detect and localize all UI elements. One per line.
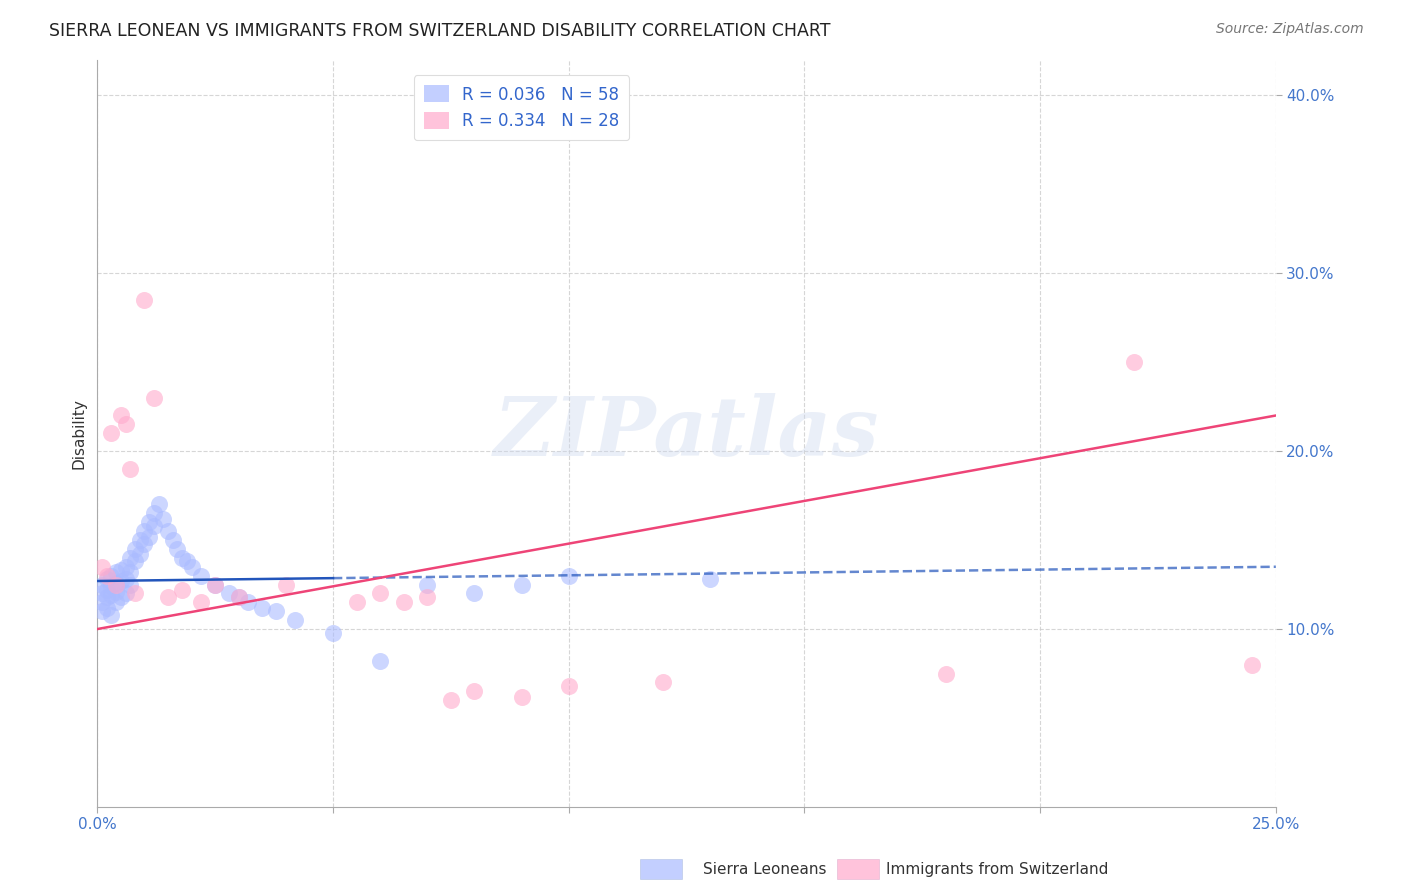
Point (346, 595, 368, 609)
Point (100, 426, 122, 441)
Point (699, 572, 721, 586)
Point (204, 577, 226, 591)
Point (138, 529, 160, 543)
Point (114, 586, 136, 600)
Point (148, 498, 170, 512)
Point (100, 568, 122, 582)
Point (134, 536, 156, 550)
Point (274, 577, 297, 591)
Point (368, 654, 391, 668)
Point (190, 595, 212, 609)
Point (114, 572, 136, 586)
Point (114, 559, 136, 574)
Point (368, 586, 391, 600)
Point (91, 595, 114, 609)
Point (96, 582, 118, 597)
Point (416, 577, 439, 591)
Point (416, 590, 439, 604)
Point (172, 582, 194, 597)
Text: Sierra Leoneans: Sierra Leoneans (703, 863, 827, 877)
Point (110, 590, 132, 604)
Point (96, 568, 118, 582)
Point (1123, 355, 1146, 369)
Point (105, 575, 128, 590)
Text: Source: ZipAtlas.com: Source: ZipAtlas.com (1216, 22, 1364, 37)
Point (157, 524, 180, 538)
Point (142, 391, 165, 405)
Point (105, 565, 128, 579)
Point (105, 595, 128, 609)
Point (124, 541, 146, 556)
Point (120, 577, 142, 591)
Point (120, 550, 142, 565)
Point (96, 572, 118, 586)
Point (172, 550, 194, 565)
Point (96, 590, 118, 604)
Point (510, 690, 533, 704)
Point (105, 577, 128, 591)
Text: Immigrants from Switzerland: Immigrants from Switzerland (886, 863, 1108, 877)
Point (91, 604, 114, 618)
Point (204, 577, 226, 591)
Point (228, 590, 250, 604)
Point (91, 577, 114, 591)
Point (152, 512, 174, 526)
Point (266, 604, 288, 618)
Point (128, 533, 150, 547)
Point (558, 679, 581, 693)
Point (114, 417, 136, 432)
Point (322, 625, 344, 640)
Point (91, 586, 114, 600)
Point (142, 507, 165, 521)
Point (120, 462, 142, 476)
Point (190, 568, 212, 582)
Point (510, 577, 533, 591)
Point (157, 590, 180, 604)
Point (252, 600, 274, 615)
Point (176, 554, 198, 568)
Point (392, 595, 415, 609)
Point (105, 584, 128, 599)
Point (124, 586, 146, 600)
Point (128, 547, 150, 561)
Point (124, 554, 146, 568)
Point (238, 595, 260, 609)
Point (463, 684, 485, 698)
Point (558, 568, 581, 582)
Point (440, 693, 463, 707)
Point (180, 559, 202, 574)
Point (138, 515, 160, 529)
Point (110, 409, 132, 423)
Point (166, 541, 188, 556)
Point (935, 666, 957, 681)
Point (134, 524, 156, 538)
Point (100, 588, 122, 602)
Point (463, 586, 485, 600)
Point (100, 607, 122, 622)
Y-axis label: Disability: Disability (72, 398, 86, 468)
Point (1241, 657, 1264, 672)
Point (91, 559, 114, 574)
Point (218, 586, 240, 600)
Point (284, 613, 307, 627)
Text: ZIPatlas: ZIPatlas (494, 393, 879, 474)
Point (652, 675, 675, 690)
Point (100, 579, 122, 593)
Legend: R = 0.036   N = 58, R = 0.334   N = 28: R = 0.036 N = 58, R = 0.334 N = 28 (413, 76, 630, 140)
Point (96, 600, 118, 615)
Point (120, 565, 142, 579)
Point (228, 590, 250, 604)
Point (110, 563, 132, 577)
Text: SIERRA LEONEAN VS IMMIGRANTS FROM SWITZERLAND DISABILITY CORRELATION CHART: SIERRA LEONEAN VS IMMIGRANTS FROM SWITZE… (49, 22, 831, 40)
Point (134, 293, 156, 307)
Point (110, 574, 132, 588)
Point (142, 518, 165, 533)
Point (162, 533, 184, 547)
